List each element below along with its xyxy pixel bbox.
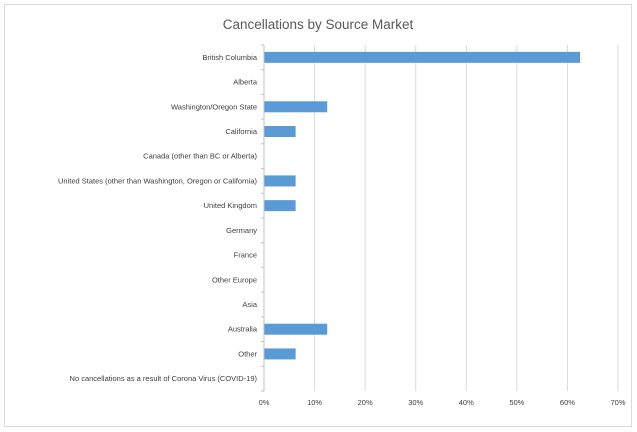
category-label: Germany <box>226 226 257 235</box>
category-label: Alberta <box>233 78 258 87</box>
chart-title: Cancellations by Source Market <box>223 17 414 32</box>
category-label: California <box>225 127 258 136</box>
x-tick-label: 70% <box>610 398 625 407</box>
category-label: Other Europe <box>212 275 257 284</box>
bars <box>264 51 581 360</box>
category-label: United Kingdom <box>204 201 257 210</box>
category-label: France <box>234 251 257 260</box>
category-label: British Columbia <box>202 53 257 62</box>
x-tick-label: 0% <box>259 398 270 407</box>
category-label: Canada (other than BC or Alberta) <box>143 152 257 161</box>
gridlines <box>314 45 619 391</box>
category-label: Other <box>238 349 257 358</box>
category-label: United States (other than Washington, Or… <box>58 176 257 185</box>
x-tick-label: 10% <box>307 398 322 407</box>
bar <box>264 323 328 335</box>
category-label: Washington/Oregon State <box>171 102 257 111</box>
x-tick-label: 60% <box>560 398 575 407</box>
category-labels: British Columbia Alberta Washington/Oregon… <box>58 53 258 383</box>
category-label: No cancellations as a result of Corona V… <box>70 374 258 383</box>
category-label: Australia <box>228 325 258 334</box>
bar <box>264 101 328 113</box>
bar <box>264 175 296 187</box>
bar <box>264 200 296 212</box>
category-label: Asia <box>242 300 257 309</box>
chart-frame <box>4 4 632 427</box>
bar <box>264 126 296 137</box>
x-tick-label: 50% <box>509 398 524 407</box>
x-tick-labels: 0% 10% 20% 30% 40% 50% 60% 70% <box>259 398 626 407</box>
x-tick-label: 30% <box>408 398 423 407</box>
category-axis <box>261 44 265 392</box>
bar <box>264 51 581 63</box>
x-tick-label: 40% <box>459 398 474 407</box>
x-tick-label: 20% <box>358 398 373 407</box>
bar <box>264 348 296 360</box>
